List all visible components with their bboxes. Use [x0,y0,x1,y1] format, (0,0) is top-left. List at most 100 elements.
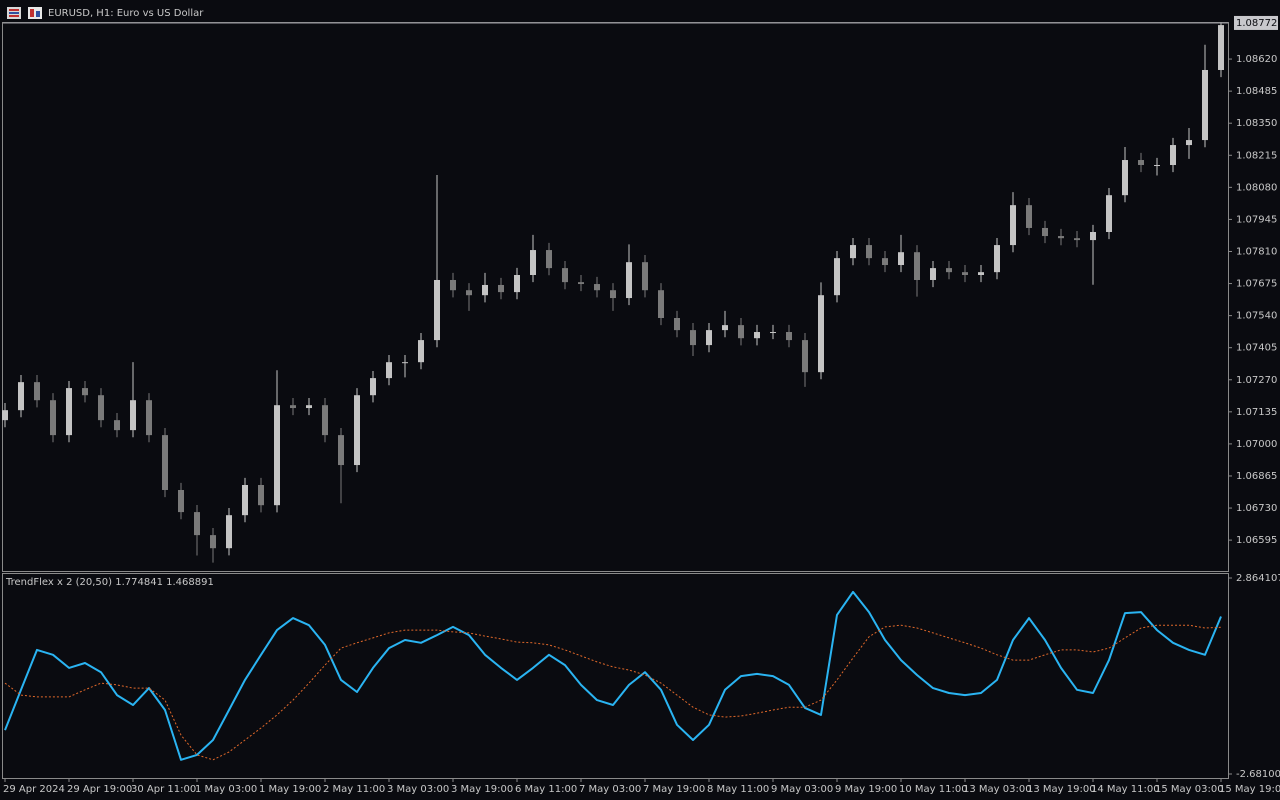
candle-body [738,325,744,339]
x-tick-label: 10 May 11:00 [899,784,968,795]
chart-icon[interactable] [28,7,42,19]
candle-body [114,420,120,431]
y-tick-label: 1.06730 [1236,503,1277,514]
y-tick-label: 2.864107 [1236,573,1280,584]
candle-body [50,400,56,436]
candle-body [450,279,456,291]
candle-body [530,250,536,276]
x-tick-label: 30 Apr 11:00 [131,784,196,795]
candle-body [386,362,392,379]
candle-body [850,245,856,259]
y-tick-label: 1.07675 [1236,279,1277,290]
candle-body [690,330,696,346]
candle-body [1010,205,1016,246]
x-tick-label: 15 May 03:00 [1155,784,1224,795]
candle-body [226,515,232,549]
candle-body [1186,140,1192,146]
candle-body [370,378,376,396]
indicator-pane [2,573,1229,779]
candle-body [306,405,312,409]
y-tick-label: 1.07405 [1236,343,1277,354]
candle-body [1090,232,1096,241]
candle-body [146,400,152,436]
candle-body [418,340,424,363]
candle-body [1138,160,1144,166]
x-tick-label: 6 May 11:00 [515,784,577,795]
candle-body [722,325,728,331]
candle-body [466,290,472,296]
y-tick-label: 1.08485 [1236,86,1277,97]
candle-body [1058,236,1064,239]
candle-body [274,405,280,506]
candle-body [82,388,88,396]
y-tick-label: 1.07540 [1236,311,1277,322]
candle-body [834,258,840,296]
candle-body [1042,227,1048,237]
candle-body [242,485,248,516]
candle-body [914,252,920,280]
candle-body [482,284,488,296]
x-tick-label: 13 May 03:00 [963,784,1032,795]
candle-body [594,284,600,291]
candle-body [1218,25,1224,70]
indicator-value: 1.774841 [115,577,163,588]
current-price-box [1234,15,1278,30]
candle-body [98,395,104,421]
candle-body [962,272,968,276]
x-tick-label: 15 May 19:00 [1219,784,1280,795]
candle-body [946,268,952,273]
x-tick-label: 1 May 03:00 [195,784,257,795]
candle-body [66,388,72,436]
candle-body [1170,145,1176,166]
x-tick-label: 13 May 19:00 [1027,784,1096,795]
candle-body [802,340,808,373]
candle-body [290,405,296,409]
indicator-title: TrendFlex x 2 (20,50) 1.774841 1.468891 [5,577,214,588]
candle-body [674,317,680,331]
candle-body [898,252,904,266]
x-tick-label: 9 May 19:00 [835,784,897,795]
candle-body [34,382,40,401]
y-tick-label: 1.07270 [1236,375,1277,386]
candle-body [498,284,504,293]
y-tick-label: 1.08350 [1236,118,1277,129]
candle-body [1122,160,1128,196]
candle-body [786,332,792,341]
candle-body [258,485,264,506]
candle-body [818,295,824,373]
candle-body [770,332,776,334]
y-tick-label: -2.681005 [1236,769,1280,780]
current-price-label: 1.08772 [1236,18,1277,29]
y-tick-label: 1.06595 [1236,535,1277,546]
indicator-name: TrendFlex x 2 (20,50) [5,577,112,588]
indicator-value: 1.468891 [166,577,214,588]
y-tick-label: 1.07810 [1236,246,1277,257]
candle-body [322,405,328,436]
candle-body [2,410,8,421]
chart-title: EURUSD, H1: Euro vs US Dollar [48,8,204,19]
candle-body [978,272,984,276]
candle-body [434,279,440,341]
candle-body [130,400,136,431]
candle-body [354,395,360,466]
candle-body [562,268,568,283]
candle-body [1202,69,1208,141]
candle-body [882,258,888,266]
y-tick-label: 1.07945 [1236,214,1277,225]
y-tick-label: 1.08215 [1236,150,1277,161]
x-tick-label: 1 May 19:00 [259,784,321,795]
x-tick-label: 3 May 19:00 [451,784,513,795]
candle-body [338,435,344,466]
menu-icon[interactable] [7,7,21,19]
icon-line [9,9,19,11]
icon-line [9,12,19,14]
x-tick-label: 7 May 19:00 [643,784,705,795]
x-tick-label: 14 May 11:00 [1091,784,1160,795]
candle-body [578,282,584,285]
icon-bar [36,11,40,17]
candle-body [866,245,872,259]
candle-body [210,535,216,549]
